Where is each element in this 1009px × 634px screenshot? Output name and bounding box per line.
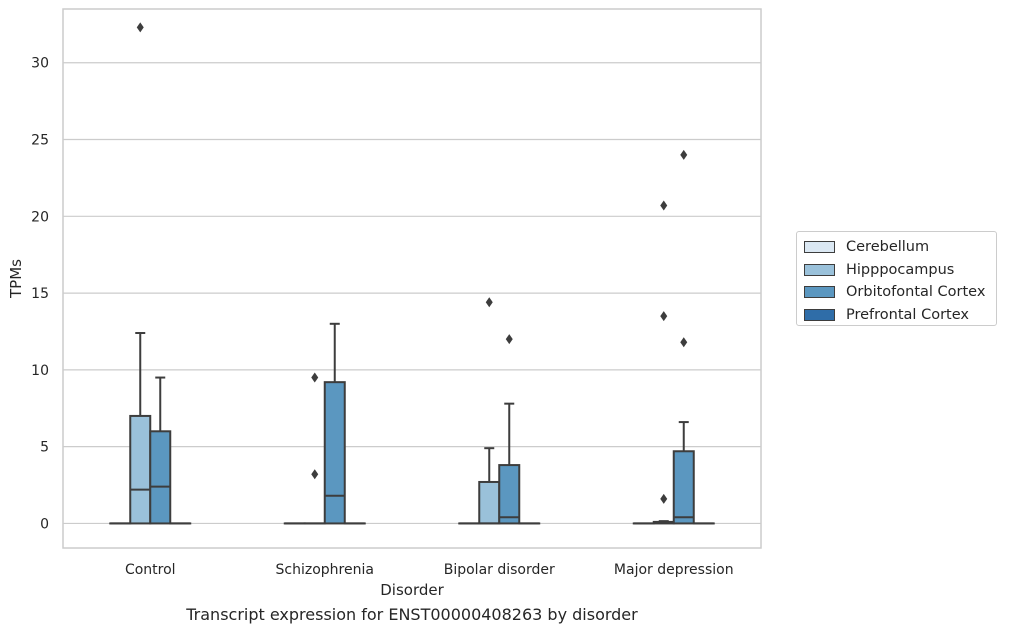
box-body — [323, 381, 346, 525]
x-tick-label: Major depression — [614, 562, 734, 578]
outlier-point — [660, 311, 668, 322]
box-orbitofontal-cortex — [498, 334, 521, 525]
outlier-point — [311, 372, 319, 383]
x-axis-title: Disorder — [380, 581, 444, 599]
x-tick-label: Schizophrenia — [276, 562, 374, 578]
legend-item: Cerebellum — [804, 236, 996, 259]
legend-swatch — [804, 241, 835, 254]
legend-item: Hipppocampus — [804, 259, 996, 282]
outlier-point — [680, 337, 688, 348]
chart-legend: Cerebellum Hipppocampus Orbitofontal Corte… — [796, 231, 997, 326]
legend-label: Cerebellum — [846, 239, 930, 256]
legend-label: Prefrontal Cortex — [846, 306, 969, 323]
outlier-point — [485, 297, 493, 308]
y-tick-label: 10 — [31, 363, 49, 379]
outlier-point — [311, 469, 319, 480]
box-body — [149, 430, 172, 525]
legend-swatch — [804, 286, 835, 299]
x-tick-label: Control — [125, 562, 176, 578]
x-tick-label: Bipolar disorder — [444, 562, 555, 578]
y-axis-title: TPMs — [7, 259, 25, 299]
outlier-point — [136, 22, 144, 33]
box-orbitofontal-cortex — [323, 322, 346, 525]
chart-caption: Transcript expression for ENST0000040826… — [186, 605, 638, 624]
y-tick-label: 5 — [40, 440, 49, 456]
box-hipppocampus — [303, 372, 326, 525]
outlier-point — [660, 200, 668, 211]
box-body — [478, 480, 501, 525]
box-orbitofontal-cortex — [672, 149, 695, 525]
outlier-point — [505, 334, 513, 345]
y-tick-label: 0 — [40, 516, 49, 532]
y-tick-label: 15 — [31, 286, 49, 302]
legend-swatch — [804, 308, 835, 321]
box-orbitofontal-cortex — [149, 376, 172, 525]
box-body — [129, 414, 152, 525]
y-tick-label: 30 — [31, 56, 49, 72]
outlier-point — [680, 149, 688, 160]
box-body — [498, 464, 521, 525]
y-tick-label: 20 — [31, 209, 49, 225]
legend-swatch — [804, 263, 835, 276]
outlier-point — [660, 493, 668, 504]
legend-item: Prefrontal Cortex — [804, 304, 996, 327]
box-hipppocampus — [478, 297, 501, 525]
box-hipppocampus — [652, 200, 675, 525]
legend-label: Hipppocampus — [846, 261, 955, 278]
legend-item: Orbitofontal Cortex — [804, 281, 996, 304]
plot-frame — [62, 8, 762, 549]
legend-label: Orbitofontal Cortex — [846, 284, 986, 301]
box-body — [672, 450, 695, 525]
box-hipppocampus — [129, 22, 152, 525]
y-tick-label: 25 — [31, 133, 49, 149]
